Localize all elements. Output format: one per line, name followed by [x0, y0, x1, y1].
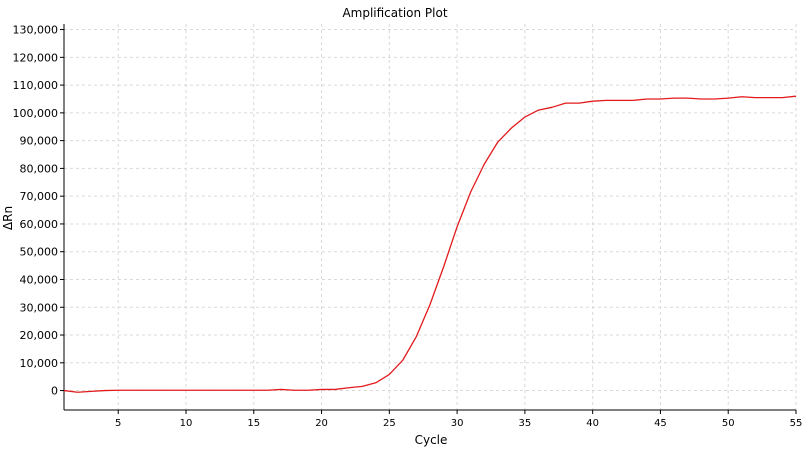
y-tick-label: 20,000: [20, 329, 59, 342]
x-tick-label: 25: [383, 418, 396, 429]
x-tick-label: 5: [115, 418, 121, 429]
axes: [63, 24, 796, 411]
x-tick-label: 50: [722, 418, 735, 429]
series-line: [63, 95, 797, 393]
x-axis-ticks: 5 10 15 20 25 30 35 40 45 50 55: [115, 410, 802, 429]
y-tick-label: 130,000: [13, 24, 59, 37]
x-tick-label: 15: [247, 418, 260, 429]
y-axis-label: ΔRn: [1, 206, 15, 230]
y-tick-label: 100,000: [13, 107, 59, 120]
y-tick-label: 80,000: [20, 162, 59, 175]
x-tick-label: 40: [586, 418, 599, 429]
y-tick-label: 0: [51, 385, 58, 398]
y-tick-label: 110,000: [13, 79, 59, 92]
y-tick-label: 60,000: [20, 218, 59, 231]
x-tick-label: 30: [451, 418, 464, 429]
chart-title: Amplification Plot: [342, 6, 447, 20]
y-tick-label: 10,000: [20, 357, 59, 370]
y-tick-label: 40,000: [20, 273, 59, 286]
y-tick-label: 50,000: [20, 246, 59, 259]
x-axis-label: Cycle: [415, 433, 448, 447]
x-tick-label: 35: [519, 418, 532, 429]
series-layer: [63, 95, 797, 393]
x-tick-label: 20: [315, 418, 328, 429]
y-tick-label: 30,000: [20, 301, 59, 314]
x-tick-label: 55: [790, 418, 803, 429]
grid-lines: [64, 24, 797, 410]
y-tick-label: 120,000: [13, 51, 59, 64]
y-tick-label: 70,000: [20, 190, 59, 203]
x-tick-label: 10: [180, 418, 193, 429]
y-axis-ticks: 0 10,000 20,000 30,000 40,000 50,000 60,000 70,…: [13, 24, 64, 398]
y-tick-label: 90,000: [20, 135, 59, 148]
x-tick-label: 45: [654, 418, 667, 429]
